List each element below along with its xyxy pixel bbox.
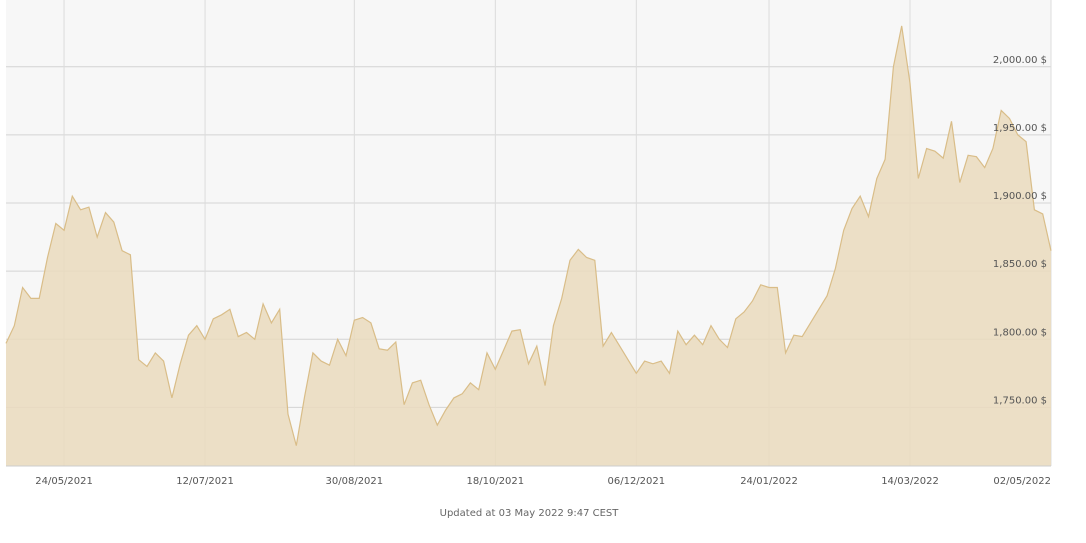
x-tick-label: 24/01/2022 xyxy=(740,476,798,487)
y-tick-label: 1,750.00 $ xyxy=(993,395,1047,406)
y-tick-label: 1,950.00 $ xyxy=(993,123,1047,134)
y-tick-label: 2,000.00 $ xyxy=(993,55,1047,66)
y-tick-label: 1,850.00 $ xyxy=(993,259,1047,270)
x-tick-label: 18/10/2021 xyxy=(467,476,525,487)
x-tick-label: 06/12/2021 xyxy=(607,476,665,487)
y-tick-label: 1,800.00 $ xyxy=(993,327,1047,338)
x-tick-label: 02/05/2022 xyxy=(993,476,1051,487)
x-tick-label: 12/07/2021 xyxy=(176,476,234,487)
y-tick-label: 1,900.00 $ xyxy=(993,191,1047,202)
x-tick-label: 14/03/2022 xyxy=(881,476,939,487)
x-tick-label: 30/08/2021 xyxy=(326,476,384,487)
price-line xyxy=(5,25,1052,446)
area-fill xyxy=(6,25,1051,467)
x-tick-label: 24/05/2021 xyxy=(35,476,93,487)
footnote: Updated at 03 May 2022 9:47 CEST xyxy=(440,508,620,519)
